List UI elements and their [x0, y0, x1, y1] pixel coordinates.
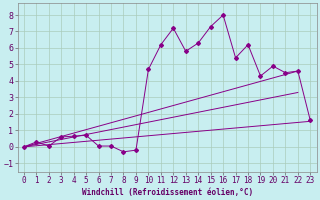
X-axis label: Windchill (Refroidissement éolien,°C): Windchill (Refroidissement éolien,°C)	[82, 188, 253, 197]
